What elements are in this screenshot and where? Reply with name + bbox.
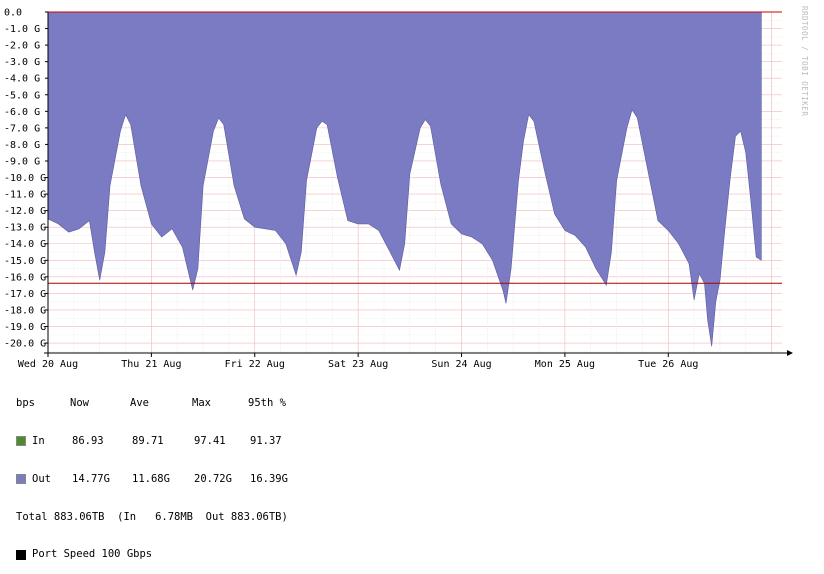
legend-header-bps: bps [16, 397, 35, 410]
x-axis-arrow [787, 350, 793, 356]
x-tick-label: Thu 21 Aug [121, 359, 181, 370]
legend: bps Now Ave Max 95th % In 86.93 89.71 97… [16, 372, 306, 574]
legend-header: bps Now Ave Max 95th % [16, 397, 306, 410]
legend-header-ave: Ave [130, 397, 149, 410]
legend-out-max: 20.72G [194, 472, 232, 485]
x-tick-label: Sun 24 Aug [431, 359, 491, 370]
y-tick-label: -5.0 G [4, 90, 40, 101]
out-series-area [47, 11, 762, 347]
y-axis-ticks: 0.0 -1.0 G -2.0 G -3.0 G -4.0 G -5.0 G -6.0 G -… [4, 8, 48, 350]
legend-in-now: 86.93 [72, 434, 104, 447]
y-tick-label: 0.0 [4, 8, 22, 19]
traffic-chart: 0.0 -1.0 G -2.0 G -3.0 G -4.0 G -5.0 G -6.0 G -… [4, 6, 809, 370]
legend-total: Total 883.06TB (In 6.78MB Out 883.06TB) [16, 511, 306, 524]
y-tick-label: -16.0 G [4, 272, 46, 283]
legend-out-ave: 11.68G [132, 472, 170, 485]
legend-in-p95: 91.37 [250, 434, 282, 447]
y-tick-label: -20.0 G [4, 339, 46, 350]
legend-out-now: 14.77G [72, 472, 110, 485]
y-tick-label: -12.0 G [4, 206, 46, 217]
y-tick-label: -14.0 G [4, 239, 46, 250]
y-tick-label: -15.0 G [4, 256, 46, 267]
y-tick-label: -17.0 G [4, 289, 46, 300]
y-tick-label: -18.0 G [4, 305, 46, 316]
y-tick-label: -10.0 G [4, 173, 46, 184]
y-tick-label: -4.0 G [4, 74, 40, 85]
x-tick-label: Sat 23 Aug [328, 359, 388, 370]
legend-swatch-port-speed [16, 549, 26, 560]
x-axis-ticks: Wed 20 Aug Thu 21 Aug Fri 22 Aug Sat 23 Aug… [18, 353, 698, 370]
legend-swatch-out [16, 474, 26, 485]
y-tick-label: -1.0 G [4, 24, 40, 35]
legend-header-95th: 95th % [248, 397, 286, 410]
y-tick-label: -8.0 G [4, 140, 40, 151]
legend-total-text: Total 883.06TB (In 6.78MB Out 883.06TB) [16, 510, 288, 523]
y-tick-label: -6.0 G [4, 107, 40, 118]
legend-out-p95: 16.39G [250, 472, 288, 485]
y-tick-label: -7.0 G [4, 123, 40, 134]
legend-port-speed-label: Port Speed 100 Gbps [32, 548, 153, 561]
x-tick-label: Tue 26 Aug [638, 359, 698, 370]
y-tick-label: -9.0 G [4, 156, 40, 167]
x-tick-label: Mon 25 Aug [535, 359, 595, 370]
x-tick-label: Wed 20 Aug [18, 359, 78, 370]
y-tick-label: -13.0 G [4, 223, 46, 234]
legend-name-in: In [32, 434, 45, 447]
y-tick-label: -11.0 G [4, 190, 46, 201]
legend-in-max: 97.41 [194, 434, 226, 447]
legend-row-out: Out 14.77G 11.68G 20.72G 16.39G [16, 473, 306, 486]
legend-header-now: Now [70, 397, 89, 410]
y-tick-label: -19.0 G [4, 322, 46, 333]
legend-port-speed: Port Speed 100 Gbps [16, 548, 306, 561]
x-tick-label: Fri 22 Aug [225, 359, 285, 370]
legend-row-in: In 86.93 89.71 97.41 91.37 [16, 435, 306, 448]
y-tick-label: -3.0 G [4, 57, 40, 68]
legend-in-ave: 89.71 [132, 434, 164, 447]
rrdtool-credit: RRDTOOL / TOBI OETIKER [800, 6, 809, 116]
y-tick-label: -2.0 G [4, 41, 40, 52]
legend-header-max: Max [192, 397, 211, 410]
legend-name-out: Out [32, 472, 51, 485]
